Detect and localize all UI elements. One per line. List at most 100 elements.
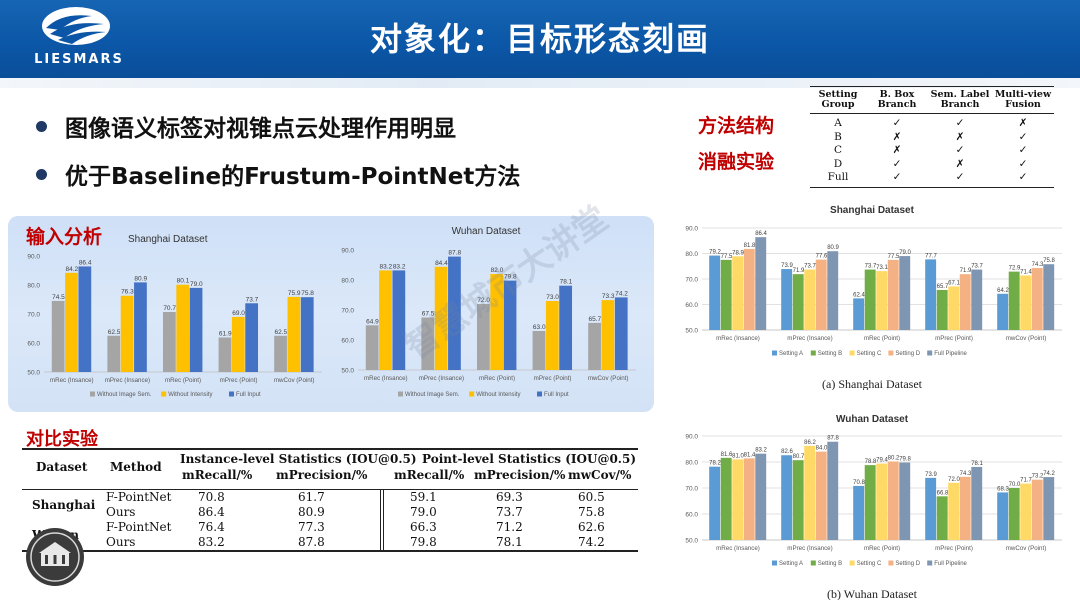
chart-caption: (b) Wuhan Dataset [827,587,918,600]
data-label: 62.5 [108,329,121,336]
column-header-dataset: Dataset [36,460,88,474]
bar [245,303,259,372]
x-tick-label: mwCov (Point) [274,377,315,384]
legend-entry: Setting D [895,561,920,567]
data-label: 72.0 [477,297,490,304]
value-cell: 75.8 [578,505,605,519]
value-cell: 73.7 [496,505,523,519]
legend-entry: Setting B [818,561,842,567]
legend-swatch [927,350,933,356]
table-column-divider [383,490,384,550]
bar [107,335,121,372]
column-header-metric: mPrecision/% [474,468,566,482]
data-label: 80.9 [134,275,147,282]
data-label: 67.5 [422,311,435,318]
data-label: 84.0 [816,446,828,452]
y-tick-label: 70.0 [685,486,698,493]
x-tick-label: mRec (Insance) [716,545,760,552]
data-label: 69.0 [232,310,245,317]
table-cell: ✗ [955,130,965,143]
legend-swatch [229,391,234,397]
bar [959,476,971,540]
y-tick-label: 50.0 [341,368,354,375]
value-cell: 71.2 [496,520,523,534]
table-cell: ✓ [892,157,902,170]
table-bottom-rule [22,550,638,552]
data-label: 70.0 [1009,482,1021,488]
university-seal-icon [26,528,84,586]
bar [781,269,793,330]
data-label: 79.4 [876,458,888,464]
bar [971,269,983,330]
ablation-settings-table: Setting Group B. Box Branch Sem. Label B… [810,86,1054,188]
x-tick-label: mPrec (Insance) [787,335,832,342]
column-header-metric: mwCov/% [568,468,632,482]
bar [948,286,960,330]
data-label: 73.9 [781,263,793,269]
data-label: 79.8 [899,457,911,463]
legend-swatch [888,350,894,356]
method-cell: F-PointNet [106,490,172,504]
table-row: B ✗ ✗ ✓ [810,131,1054,145]
legend-swatch [772,560,777,566]
legend-swatch [161,391,167,397]
bar [189,287,203,372]
bar [876,463,888,540]
data-label: 77.7 [925,253,937,259]
legend-swatch [849,560,855,566]
legend-entry: Without Image Sem. [405,392,460,398]
table-row: Full ✓ ✓ ✓ [810,171,1054,188]
group-header-instance: Instance-level Statistics (IOU@0.5) [180,452,417,466]
data-label: 83.2 [379,263,392,270]
header-divider [0,78,1080,88]
bar [743,458,755,540]
table-row: C ✗ ✓ ✓ [810,144,1054,158]
bar [743,248,755,330]
table-row: A ✓ ✓ ✗ [810,114,1054,131]
data-label: 64.2 [997,288,1009,294]
data-label: 86.4 [755,231,767,237]
data-label: 72.0 [948,477,960,483]
bar [720,457,732,540]
data-label: 78.1 [560,279,573,286]
table-cell: ✗ [955,157,965,170]
bar [78,266,92,372]
y-tick-label: 80.0 [685,460,698,467]
legend-swatch [810,350,816,356]
bar [804,269,816,330]
bar [1008,271,1020,330]
method-structure-label: 方法结构 [698,115,775,137]
x-tick-label: mRec (Point) [864,545,900,552]
y-tick-label: 50.0 [685,538,698,545]
value-cell: 66.3 [410,520,437,534]
table-cell: ✓ [892,117,902,129]
value-cell: 59.1 [410,490,437,504]
data-label: 73.1 [876,265,888,271]
table-header: B. Box Branch [866,86,928,114]
data-label: 70.8 [853,480,865,486]
wuhan-ablation-chart: Wuhan Dataset50.060.070.080.090.078.281.… [685,414,1062,600]
value-cell: 62.6 [578,520,605,534]
data-label: 73.9 [925,472,937,478]
legend-entry: Setting B [818,351,842,357]
bar [134,282,147,372]
data-label: 87.8 [827,436,839,442]
legend-entry: Setting A [779,351,803,357]
logo-emblem-icon [42,7,110,45]
data-label: 73.7 [246,296,259,303]
bar [365,325,379,370]
x-tick-label: mRec (Point) [864,335,900,342]
input-analysis-label: 输入分析 [26,226,103,248]
bar [781,455,793,540]
data-label: 71.9 [793,268,805,274]
x-tick-label: mPrec (Point) [220,377,258,384]
y-tick-label: 90.0 [341,248,354,255]
y-tick-label: 50.0 [685,328,698,335]
bar [732,459,744,540]
x-tick-label: mwCov (Point) [1006,545,1047,552]
bar [804,445,816,540]
table-cell: Full [810,171,866,188]
method-cell: Ours [106,505,136,519]
table-cell: A [834,117,842,129]
y-tick-label: 90.0 [685,226,698,233]
